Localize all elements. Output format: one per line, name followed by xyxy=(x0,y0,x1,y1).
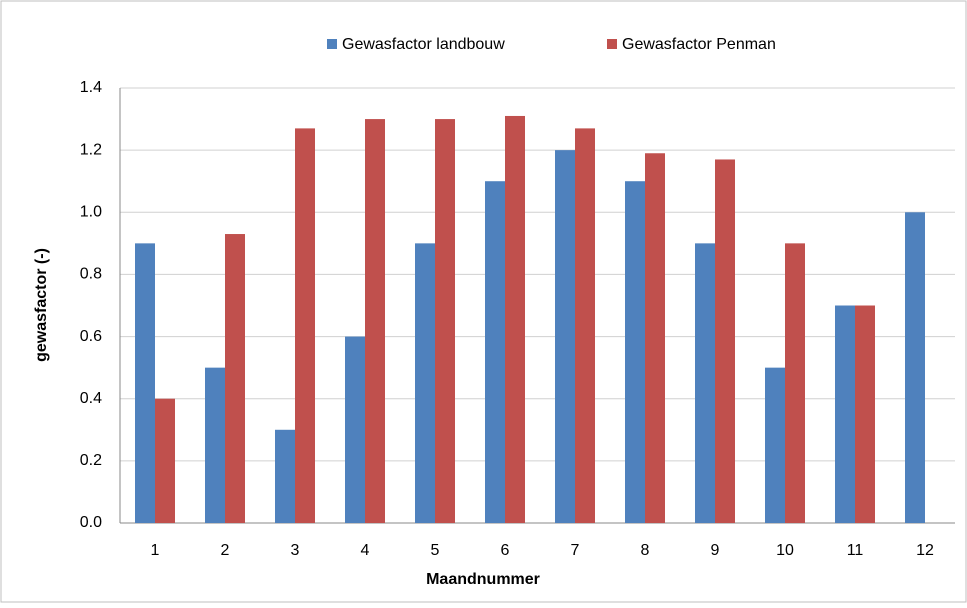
y-tick-label: 1.4 xyxy=(80,79,102,96)
y-axis-label: gewasfactor (-) xyxy=(33,248,50,362)
bar xyxy=(715,159,735,523)
x-tick-label: 8 xyxy=(641,542,650,559)
bar xyxy=(295,128,315,523)
x-tick-label: 10 xyxy=(776,542,794,559)
x-tick-label: 5 xyxy=(431,542,440,559)
bar xyxy=(625,181,645,523)
x-axis-label: Maandnummer xyxy=(426,571,540,588)
x-tick-label: 7 xyxy=(571,542,580,559)
y-tick-label: 0.8 xyxy=(80,266,102,283)
bar xyxy=(155,398,175,523)
x-tick-label: 4 xyxy=(361,542,370,559)
legend-swatch xyxy=(607,39,617,49)
bar xyxy=(765,367,785,523)
x-tick-label: 3 xyxy=(291,542,300,559)
bar xyxy=(835,305,855,523)
legend-label: Gewasfactor landbouw xyxy=(342,36,505,53)
bar xyxy=(555,150,575,523)
bar xyxy=(575,128,595,523)
x-tick-label: 12 xyxy=(916,542,934,559)
bar xyxy=(695,243,715,523)
legend-swatch xyxy=(327,39,337,49)
x-tick-label: 1 xyxy=(151,542,160,559)
bar xyxy=(225,234,245,524)
y-tick-label: 0.4 xyxy=(80,390,102,407)
x-tick-label: 11 xyxy=(847,542,864,559)
y-tick-label: 1.2 xyxy=(80,141,102,158)
bar xyxy=(365,119,385,524)
y-tick-label: 0.0 xyxy=(80,514,102,531)
bar xyxy=(435,119,455,524)
x-tick-label: 2 xyxy=(221,542,230,559)
x-tick-label: 6 xyxy=(501,542,510,559)
bar xyxy=(505,115,525,523)
bar xyxy=(205,367,225,523)
bar xyxy=(485,181,505,523)
bar xyxy=(785,243,805,523)
bar xyxy=(345,336,365,523)
bar xyxy=(645,153,665,523)
bar xyxy=(135,243,155,523)
x-tick-label: 9 xyxy=(711,542,720,559)
bar xyxy=(855,305,875,523)
bar xyxy=(415,243,435,523)
bar xyxy=(275,429,295,523)
legend-label: Gewasfactor Penman xyxy=(622,36,776,53)
y-tick-label: 0.2 xyxy=(80,452,102,469)
y-tick-label: 0.6 xyxy=(80,328,102,345)
y-tick-label: 1.0 xyxy=(80,204,102,221)
bar xyxy=(905,212,925,524)
